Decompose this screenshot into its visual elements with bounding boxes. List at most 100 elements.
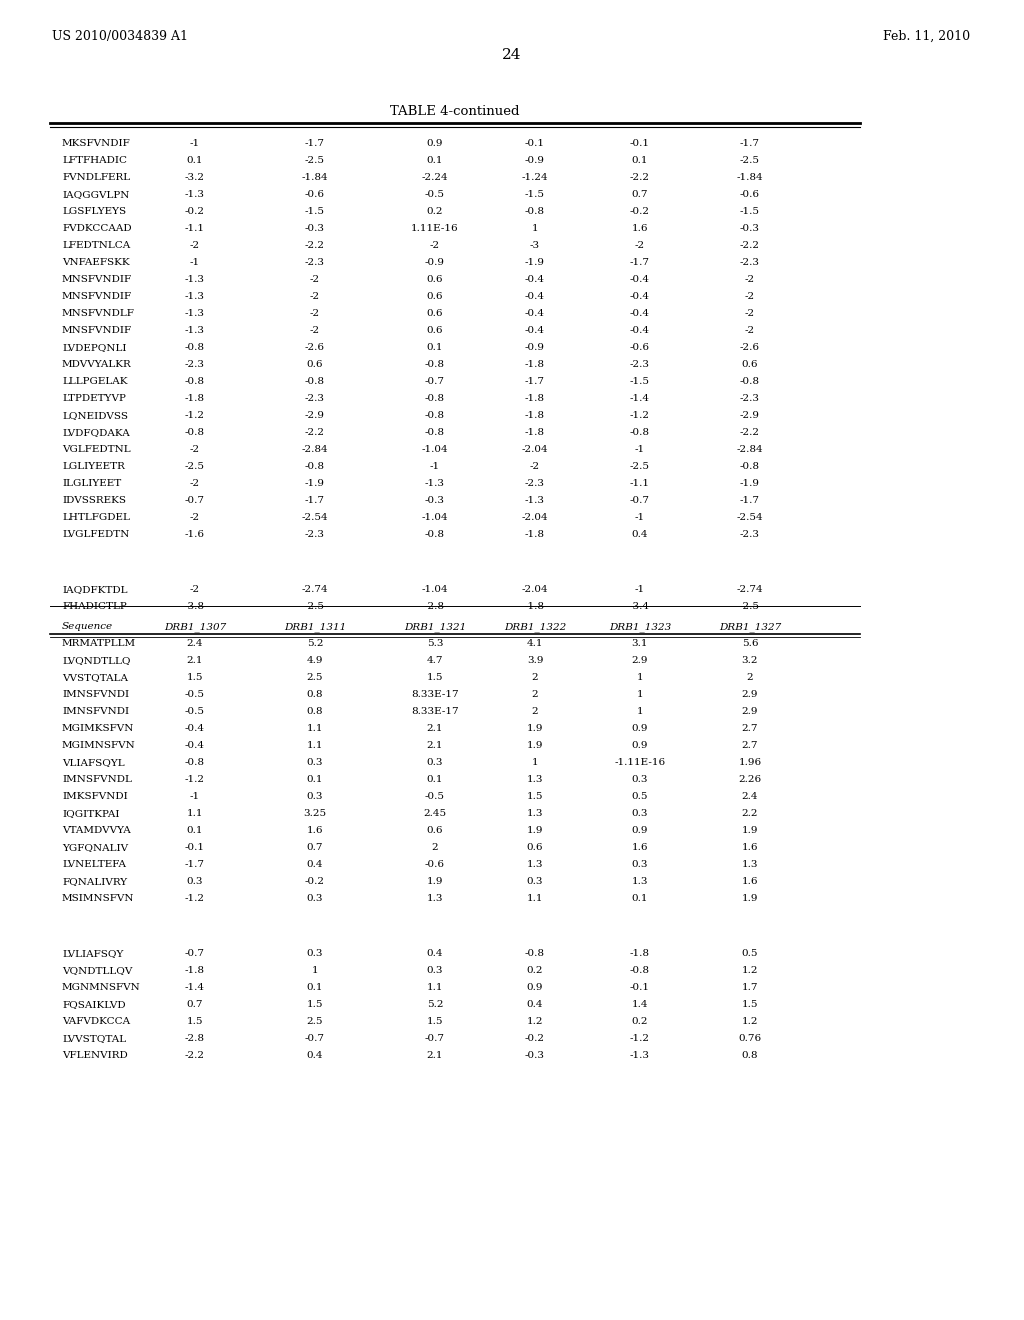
Text: DRB1_1327: DRB1_1327 [719, 622, 781, 632]
Text: 1.6: 1.6 [632, 224, 648, 234]
Text: 1.1: 1.1 [307, 741, 324, 750]
Text: 5.3: 5.3 [427, 639, 443, 648]
Text: IQGITKPAI: IQGITKPAI [62, 809, 120, 818]
Text: -0.2: -0.2 [525, 1034, 545, 1043]
Text: LLLPGELAK: LLLPGELAK [62, 378, 128, 385]
Text: 1.2: 1.2 [526, 1016, 544, 1026]
Text: LTPDETYVP: LTPDETYVP [62, 393, 126, 403]
Text: -2: -2 [189, 479, 200, 488]
Text: 1.9: 1.9 [427, 876, 443, 886]
Text: 0.4: 0.4 [427, 949, 443, 958]
Text: 0.6: 0.6 [741, 360, 758, 370]
Text: -1.7: -1.7 [525, 378, 545, 385]
Text: LQNEIDVSS: LQNEIDVSS [62, 411, 128, 420]
Text: -2: -2 [430, 242, 440, 249]
Text: LVQNDTLLQ: LVQNDTLLQ [62, 656, 130, 665]
Text: -2.74: -2.74 [302, 585, 329, 594]
Text: 0.6: 0.6 [427, 326, 443, 335]
Text: DRB1_1323: DRB1_1323 [609, 622, 671, 632]
Text: 1.1: 1.1 [526, 894, 544, 903]
Text: -1.9: -1.9 [305, 479, 325, 488]
Text: -2.04: -2.04 [521, 513, 548, 521]
Text: 8.33E-17: 8.33E-17 [412, 708, 459, 715]
Text: -1.3: -1.3 [185, 275, 205, 284]
Text: -2.8: -2.8 [185, 1034, 205, 1043]
Text: 0.1: 0.1 [307, 983, 324, 993]
Text: -1: -1 [635, 513, 645, 521]
Text: LHTLFGDEL: LHTLFGDEL [62, 513, 130, 521]
Text: -2.3: -2.3 [185, 360, 205, 370]
Text: LVDFQDAKA: LVDFQDAKA [62, 428, 130, 437]
Text: IMNSFVNDI: IMNSFVNDI [62, 690, 129, 700]
Text: -2.6: -2.6 [305, 343, 325, 352]
Text: 0.4: 0.4 [526, 1001, 544, 1008]
Text: -2.5: -2.5 [740, 156, 760, 165]
Text: 0.1: 0.1 [186, 826, 203, 836]
Text: Sequence: Sequence [62, 622, 113, 631]
Text: LFEDTNLCA: LFEDTNLCA [62, 242, 130, 249]
Text: 0.6: 0.6 [427, 292, 443, 301]
Text: -0.8: -0.8 [185, 428, 205, 437]
Text: FVDKCCAAD: FVDKCCAAD [62, 224, 132, 234]
Text: 0.9: 0.9 [632, 826, 648, 836]
Text: -1.1: -1.1 [630, 479, 650, 488]
Text: -0.8: -0.8 [425, 411, 445, 420]
Text: -0.1: -0.1 [630, 983, 650, 993]
Text: 1.4: 1.4 [632, 1001, 648, 1008]
Text: 1.6: 1.6 [307, 826, 324, 836]
Text: 0.1: 0.1 [427, 343, 443, 352]
Text: 1.7: 1.7 [741, 983, 758, 993]
Text: -1.3: -1.3 [185, 190, 205, 199]
Text: 0.1: 0.1 [427, 156, 443, 165]
Text: 0.3: 0.3 [526, 876, 544, 886]
Text: LFTFHADIC: LFTFHADIC [62, 156, 127, 165]
Text: 1.5: 1.5 [741, 1001, 758, 1008]
Text: 0.7: 0.7 [307, 843, 324, 851]
Text: -0.8: -0.8 [185, 378, 205, 385]
Text: LGSFLYEYS: LGSFLYEYS [62, 207, 126, 216]
Text: -1.3: -1.3 [525, 496, 545, 506]
Text: -1.2: -1.2 [630, 1034, 650, 1043]
Text: -2.5: -2.5 [740, 602, 760, 611]
Text: -2: -2 [744, 292, 755, 301]
Text: -2.3: -2.3 [305, 531, 325, 539]
Text: -0.4: -0.4 [525, 326, 545, 335]
Text: 0.3: 0.3 [307, 758, 324, 767]
Text: -0.8: -0.8 [185, 343, 205, 352]
Text: -2: -2 [635, 242, 645, 249]
Text: 2: 2 [531, 708, 539, 715]
Text: VGLFEDTNL: VGLFEDTNL [62, 445, 131, 454]
Text: -2: -2 [189, 585, 200, 594]
Text: 1.3: 1.3 [526, 861, 544, 869]
Text: FHADICTLP: FHADICTLP [62, 602, 127, 611]
Text: 2: 2 [432, 843, 438, 851]
Text: -1: -1 [189, 139, 200, 148]
Text: -1.8: -1.8 [525, 393, 545, 403]
Text: -0.6: -0.6 [305, 190, 325, 199]
Text: 0.3: 0.3 [307, 949, 324, 958]
Text: 4.7: 4.7 [427, 656, 443, 665]
Text: 8.33E-17: 8.33E-17 [412, 690, 459, 700]
Text: -1.2: -1.2 [630, 411, 650, 420]
Text: -1.2: -1.2 [185, 775, 205, 784]
Text: -1.04: -1.04 [422, 585, 449, 594]
Text: 3.9: 3.9 [526, 656, 544, 665]
Text: 1.3: 1.3 [741, 861, 758, 869]
Text: -1.5: -1.5 [630, 378, 650, 385]
Text: 1.9: 1.9 [526, 723, 544, 733]
Text: 0.8: 0.8 [307, 708, 324, 715]
Text: 2: 2 [746, 673, 754, 682]
Text: -2.8: -2.8 [425, 602, 445, 611]
Text: 1.5: 1.5 [427, 1016, 443, 1026]
Text: -0.5: -0.5 [425, 792, 445, 801]
Text: 1.1: 1.1 [427, 983, 443, 993]
Text: -0.6: -0.6 [425, 861, 445, 869]
Text: -2: -2 [530, 462, 540, 471]
Text: 0.7: 0.7 [632, 190, 648, 199]
Text: MGIMNSFVN: MGIMNSFVN [62, 741, 136, 750]
Text: LVDEPQNLI: LVDEPQNLI [62, 343, 127, 352]
Text: 2.1: 2.1 [427, 723, 443, 733]
Text: DRB1_1321: DRB1_1321 [403, 622, 466, 632]
Text: -1.8: -1.8 [525, 602, 545, 611]
Text: 2.5: 2.5 [307, 1016, 324, 1026]
